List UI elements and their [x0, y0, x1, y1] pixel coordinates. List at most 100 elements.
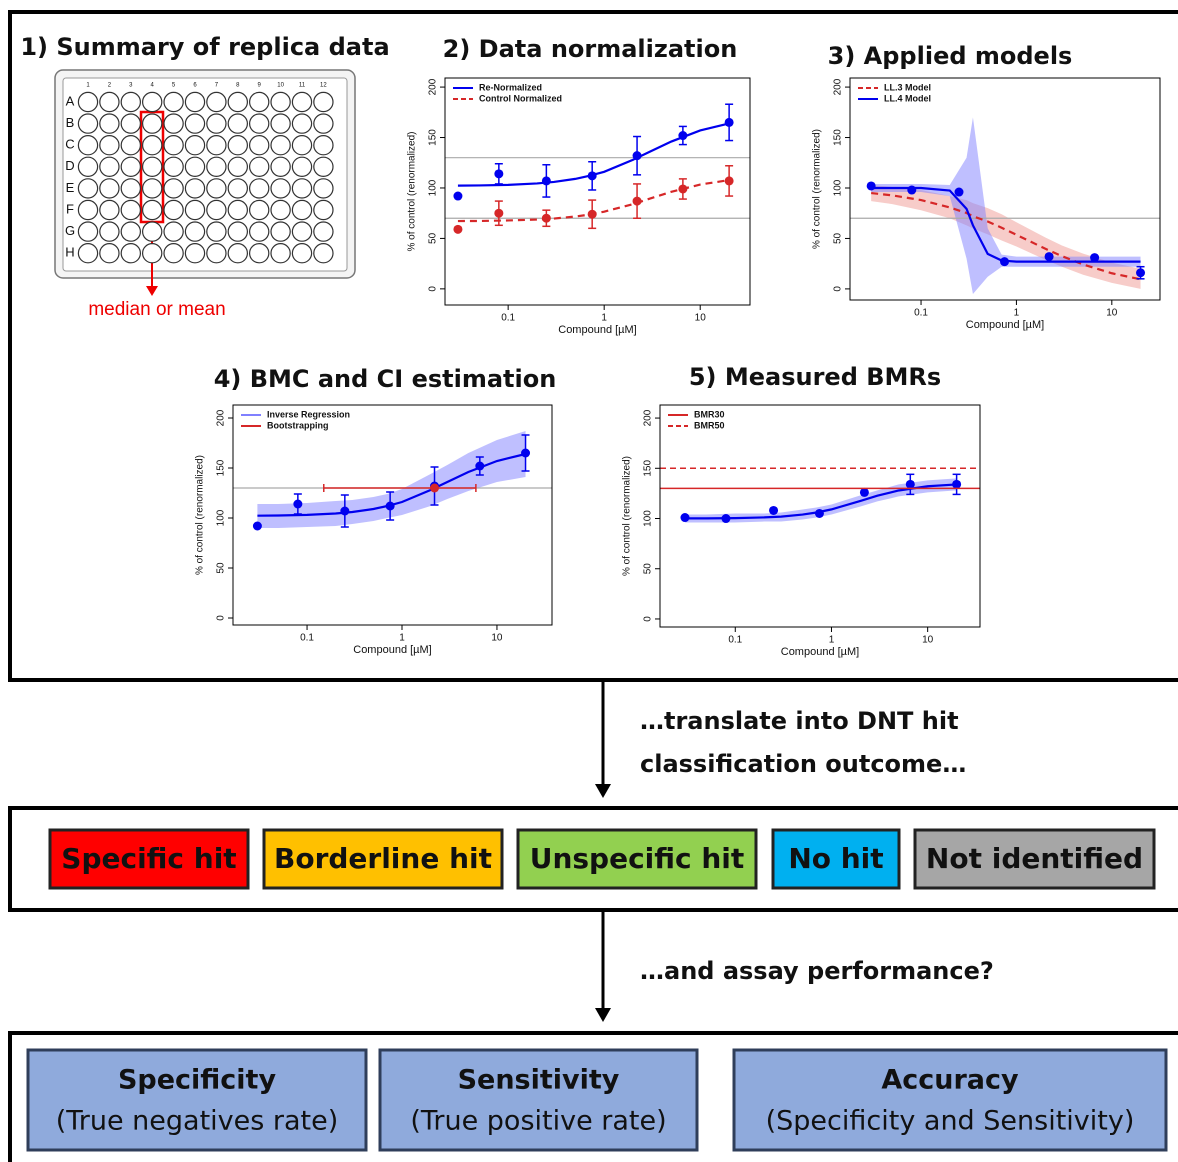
well [163, 156, 184, 177]
data-point [907, 185, 917, 195]
well [99, 134, 120, 156]
well [77, 242, 99, 264]
legend-label: Re-Normalized [479, 82, 542, 92]
plot-area [660, 467, 980, 524]
plate-column: 5 [172, 83, 176, 89]
well [77, 113, 99, 134]
well [141, 199, 163, 221]
well [206, 221, 227, 242]
data-point [494, 169, 504, 179]
well [99, 221, 120, 242]
well [313, 242, 334, 264]
panel-title: 1) Summary of replica data [20, 33, 389, 61]
well [313, 221, 334, 242]
class-box [913, 828, 1156, 890]
confidence-band [684, 478, 957, 523]
x-tick-label: 1 [829, 635, 835, 646]
data-point [632, 196, 642, 206]
plate-column: 3 [129, 83, 133, 89]
well [77, 134, 99, 156]
data-point [678, 131, 688, 141]
y-axis-label: % of control (renormalized) [195, 455, 206, 575]
well [291, 242, 313, 264]
well [291, 221, 313, 242]
flow-text: …and assay performance? [640, 957, 994, 985]
annotation: median or mean [88, 299, 225, 320]
data-point [632, 151, 642, 161]
x-axis-label: Compound [µM] [781, 646, 859, 658]
well [77, 156, 99, 177]
metric-box [378, 1048, 699, 1152]
plate-column: 1 [86, 83, 90, 89]
metric-title: Sensitivity [458, 1065, 620, 1096]
y-tick-label: 0 [643, 616, 654, 622]
well [313, 156, 334, 177]
y-tick-label: 0 [216, 615, 227, 621]
well [120, 134, 142, 156]
well [270, 178, 291, 199]
well [227, 91, 248, 113]
legend-label: Control Normalized [479, 93, 562, 103]
arrow-head [146, 286, 158, 296]
y-axis-label: % of control (renormalized) [812, 129, 823, 249]
well [206, 113, 227, 134]
panel-title: 5) Measured BMRs [689, 363, 941, 391]
well [163, 199, 184, 221]
well [120, 242, 142, 264]
data-point [385, 501, 395, 511]
metric-box [732, 1048, 1168, 1152]
plate-column: 9 [258, 83, 262, 89]
well [227, 199, 248, 221]
well [249, 91, 270, 113]
well [77, 221, 99, 242]
data-point [252, 521, 262, 531]
well [184, 134, 206, 156]
plate-row: C [65, 137, 74, 152]
x-axis-label: Compound [µM] [353, 644, 431, 656]
legend-label: LL.4 Model [884, 93, 931, 103]
y-tick-label: 50 [833, 232, 844, 244]
flow-text: classification outcome… [640, 750, 966, 778]
well [249, 156, 270, 177]
well [313, 91, 334, 113]
well [163, 242, 184, 264]
x-tick-label: 10 [491, 633, 503, 644]
data-point [859, 487, 869, 497]
class-box [516, 828, 758, 890]
data-point [541, 176, 551, 186]
well [313, 134, 334, 156]
x-tick-label: 0.1 [728, 635, 742, 646]
panel-title: 4) BMC and CI estimation [214, 365, 557, 393]
well [227, 178, 248, 199]
well [206, 199, 227, 221]
y-tick-label: 50 [643, 563, 654, 575]
well [249, 199, 270, 221]
x-axis-label: Compound [µM] [558, 324, 636, 336]
well [141, 221, 163, 242]
well [163, 221, 184, 242]
well [291, 178, 313, 199]
class-box [48, 828, 250, 890]
well [227, 156, 248, 177]
well [184, 113, 206, 134]
y-tick-label: 100 [833, 179, 844, 196]
top-frame [8, 10, 1178, 682]
well [141, 134, 163, 156]
well [99, 156, 120, 177]
data-point [453, 224, 463, 234]
well [77, 178, 99, 199]
y-tick-label: 150 [643, 460, 654, 477]
plate-column: 11 [299, 83, 306, 89]
x-tick-label: 10 [922, 635, 934, 646]
plot-area [233, 431, 552, 531]
well [163, 134, 184, 156]
plate-column: 2 [108, 83, 112, 89]
fit-curve [871, 186, 1141, 263]
data-point [1090, 253, 1100, 263]
well [270, 134, 291, 156]
well [141, 156, 163, 177]
well [141, 178, 163, 199]
y-tick-label: 0 [833, 286, 844, 292]
data-point [954, 187, 964, 197]
bmc-point [430, 483, 440, 493]
